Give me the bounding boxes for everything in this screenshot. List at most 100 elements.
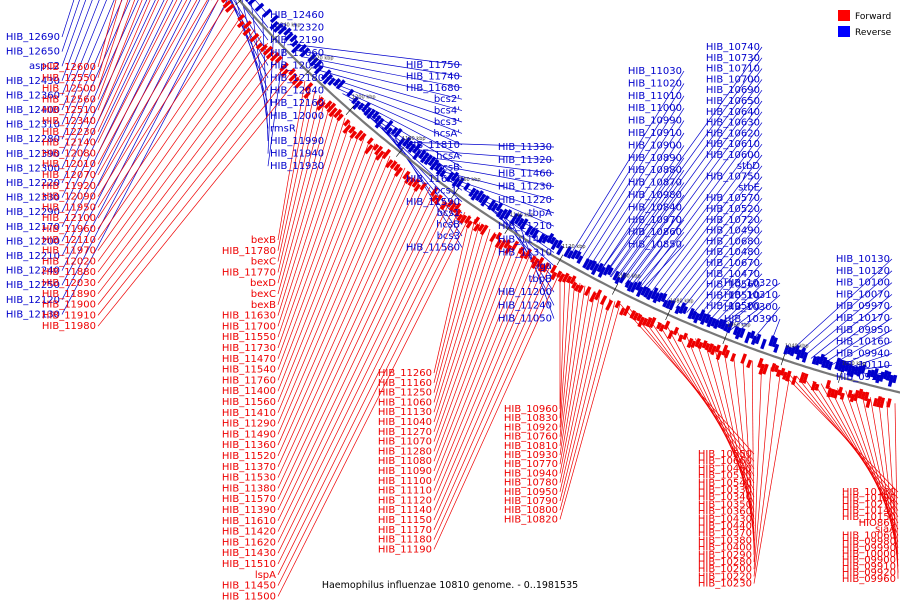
gene-label: HIB_10140	[842, 506, 896, 517]
label-leader	[599, 145, 685, 272]
reverse-gene-mark	[363, 107, 372, 117]
gene-label: HIB_10760	[504, 432, 558, 443]
label-leader	[729, 305, 763, 331]
label-leader	[277, 108, 336, 305]
label-leader	[277, 94, 321, 273]
gene-label: HIB_11000	[628, 103, 682, 114]
gene-label: HIB_12130	[6, 309, 60, 320]
label-leader	[61, 0, 80, 52]
gene-label: bcs2'	[434, 94, 460, 105]
gene-label: HIB_10750	[706, 172, 760, 183]
reverse-gene-mark	[726, 321, 734, 334]
label-leader	[277, 80, 306, 241]
label-leader	[97, 0, 151, 122]
kbp-tick	[612, 283, 618, 295]
gene-label: HIB_12300	[6, 163, 60, 174]
forward-gene-mark	[618, 307, 626, 316]
gene-label: HIB_11560	[222, 397, 276, 408]
label-leader	[559, 296, 606, 492]
label-leader	[322, 75, 463, 123]
forward-gene-mark	[259, 44, 268, 53]
forward-gene-mark	[472, 216, 481, 225]
legend-reverse-swatch	[838, 26, 850, 37]
forward-gene-mark	[672, 326, 680, 336]
reverse-gene-mark	[361, 101, 371, 113]
legend-reverse-label: Reverse	[855, 28, 892, 38]
gene-label: HIB_10070	[836, 289, 890, 300]
gene-label: HIB_11260	[378, 368, 432, 379]
label-leader	[664, 176, 763, 304]
gene-label: HIB_12160	[270, 98, 324, 109]
label-leader	[97, 62, 288, 305]
forward-gene-mark	[336, 113, 344, 122]
gene-label: HIB_11530	[222, 473, 276, 484]
reverse-gene-mark	[892, 374, 898, 384]
label-leader	[619, 194, 685, 283]
reverse-gene-mark	[390, 126, 399, 135]
gene-label: lspA	[255, 570, 276, 581]
forward-gene-mark	[605, 299, 614, 311]
forward-gene-mark	[642, 317, 649, 326]
gene-label: HIB_10910	[628, 128, 682, 139]
gene-label: HIB_11450	[222, 581, 276, 592]
kbp-tick	[235, 0, 242, 6]
gene-label: HIB_10230	[698, 579, 752, 590]
forward-gene-mark	[541, 262, 550, 273]
gene-label: HIB_10350	[698, 499, 752, 510]
reverse-gene-mark	[750, 335, 758, 346]
forward-gene-mark	[629, 309, 637, 319]
gene-label: HIB_10660	[698, 456, 752, 467]
label-leader	[680, 208, 763, 311]
label-leader	[824, 317, 893, 363]
label-leader	[97, 14, 243, 230]
forward-gene-mark	[583, 286, 592, 297]
reverse-gene-mark	[618, 272, 627, 284]
gene-label: HIB_11930	[270, 161, 324, 172]
gene-label: HIB_10710	[706, 64, 760, 75]
gene-label: stbE	[738, 182, 760, 193]
forward-gene-mark	[303, 82, 314, 92]
label-leader	[610, 68, 763, 278]
reverse-gene-mark	[814, 355, 821, 366]
reverse-gene-mark	[801, 351, 809, 363]
forward-gene-mark	[503, 239, 511, 249]
gene-label: HIB_10610	[706, 139, 760, 150]
forward-gene-mark	[573, 284, 581, 292]
label-leader	[277, 85, 311, 251]
reverse-gene-mark	[827, 361, 833, 371]
label-leader	[433, 260, 541, 511]
reverse-gene-mark	[451, 177, 461, 188]
reverse-gene-mark	[606, 266, 614, 276]
gene-label: HIB_10900	[628, 140, 682, 151]
gene-label: HIB_11570	[222, 494, 276, 505]
gene-label: HIB_12000	[270, 111, 324, 122]
gene-label: HIB_12100	[42, 213, 96, 224]
reverse-gene-mark	[682, 306, 689, 315]
gene-label: HIB_11700	[222, 321, 276, 332]
genome-backbone-arc	[237, 0, 900, 394]
gene-label: hcsB	[436, 163, 460, 174]
label-leader	[732, 353, 755, 541]
legend-forward-label: Forward	[855, 12, 891, 22]
forward-gene-mark	[658, 323, 665, 332]
gene-label: HIB_12080	[42, 148, 96, 159]
reverse-gene-mark	[487, 199, 496, 211]
gene-label: HIB_12220	[6, 178, 60, 189]
label-leader	[433, 228, 491, 413]
gene-label: HIB_11070	[378, 437, 432, 448]
gene-label: HIB_10160	[836, 337, 890, 348]
gene-label: HIB_11400	[222, 386, 276, 397]
gene-label: HIB_10720	[706, 215, 760, 226]
forward-gene-mark	[358, 132, 367, 142]
reverse-gene-mark	[262, 8, 272, 18]
reverse-gene-mark	[589, 260, 597, 271]
gene-label: HIB_11190	[378, 544, 432, 555]
label-leader	[267, 38, 286, 167]
label-leader	[708, 262, 763, 322]
forward-gene-mark	[411, 178, 420, 188]
reverse-gene-mark	[550, 239, 559, 251]
reverse-gene-mark	[872, 367, 879, 381]
reverse-gene-mark	[513, 213, 523, 225]
gene-label: HIB_11270	[378, 427, 432, 438]
